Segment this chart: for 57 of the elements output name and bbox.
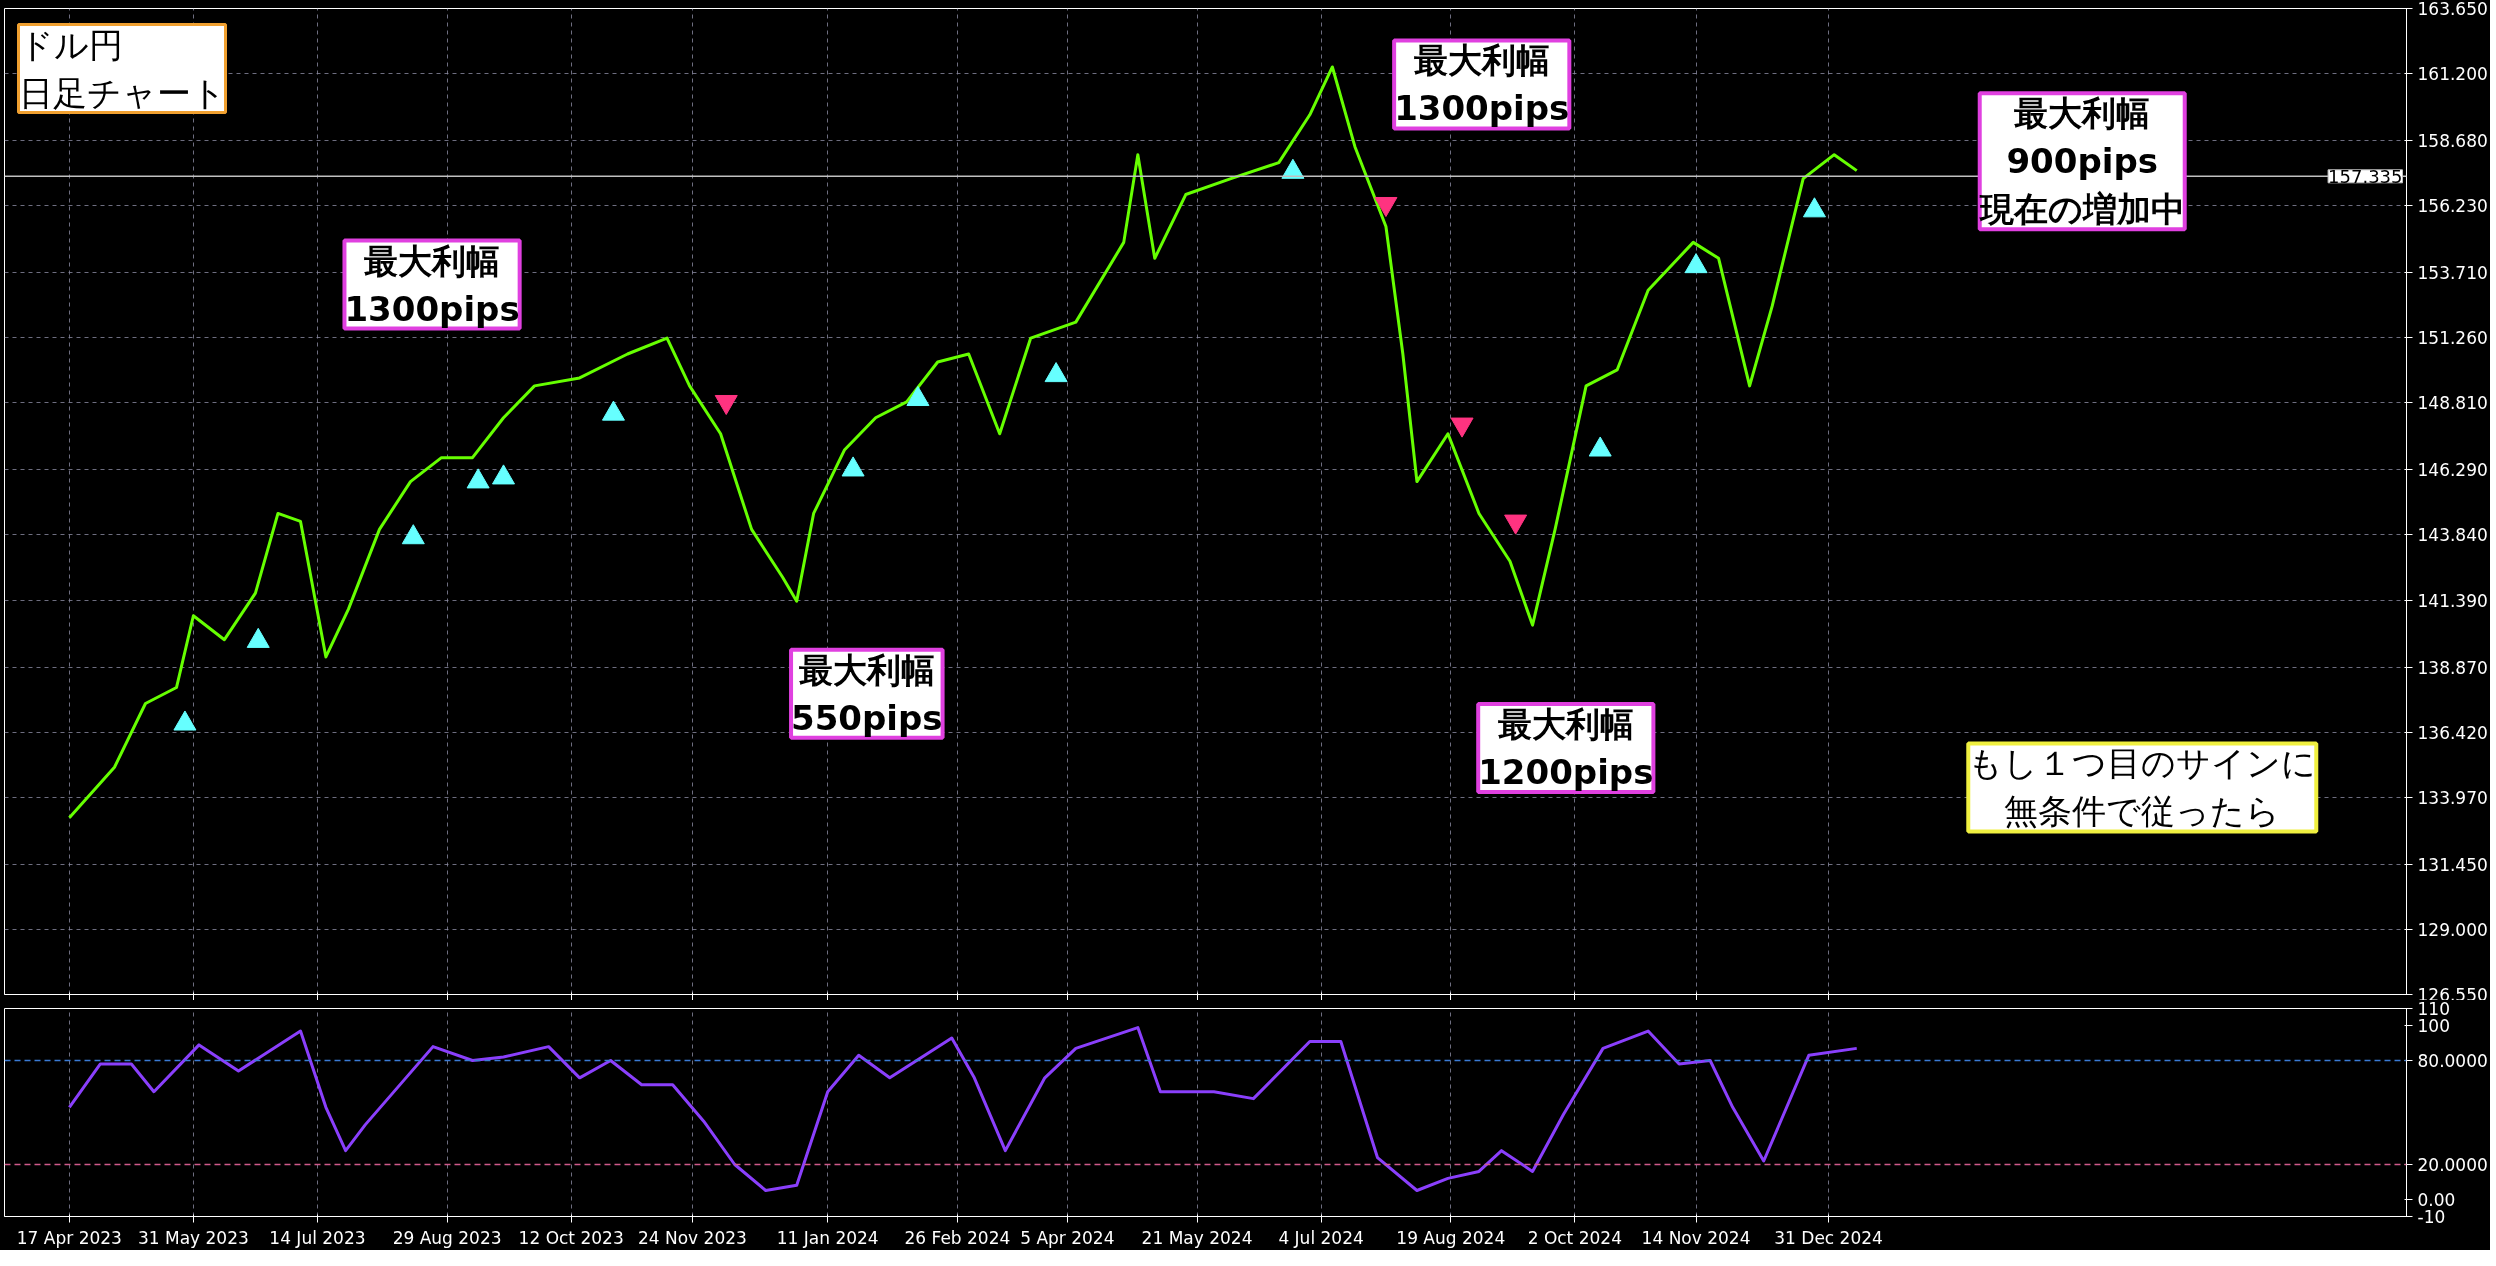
- annotation: 最大利幅 550pips: [791, 649, 943, 738]
- y-tick-label: 141.390: [2417, 590, 2488, 611]
- y-tick-label: 129.000: [2417, 919, 2488, 940]
- y-tick-label: 0.00: [2417, 1189, 2456, 1210]
- y-tick-label: 153.710: [2417, 263, 2488, 284]
- point: [246, 627, 270, 648]
- point: [466, 468, 490, 489]
- x-tick-label: 17 Apr 2023: [16, 1227, 122, 1248]
- x-tick-label: 2 Oct 2024: [1527, 1227, 1622, 1248]
- point: [1802, 197, 1826, 218]
- x-tick-label: 29 Aug 2023: [392, 1227, 502, 1248]
- point: [1044, 362, 1068, 383]
- y-tick-label: 80.0000: [2417, 1051, 2488, 1071]
- y-tick-label: 163.650: [2417, 0, 2488, 19]
- y-tick-label: 131.450: [2417, 854, 2488, 875]
- annotation: 最大利幅 1300pips: [344, 240, 520, 329]
- y-tick-label: 148.810: [2417, 393, 2488, 414]
- x-tick-label: 11 Jan 2024: [776, 1227, 879, 1248]
- x-tick-label: 5 Apr 2024: [1020, 1227, 1115, 1248]
- annotation: 最大利幅 1200pips: [1478, 704, 1654, 792]
- point: [1281, 158, 1305, 179]
- point: [1588, 436, 1612, 457]
- x-tick-label: 4 Jul 2024: [1278, 1227, 1364, 1248]
- y-tick-label: 20.0000: [2417, 1155, 2488, 1175]
- y-tick-label: 133.970: [2417, 787, 2488, 808]
- x-tick-label: 14 Jul 2023: [269, 1227, 366, 1248]
- y-tick-label: 156.230: [2417, 196, 2488, 217]
- text: 日足チャート: [18, 72, 226, 113]
- y-tick-label: 100: [2417, 1016, 2450, 1037]
- annotation: もし１つ目のサインに無条件で従ったら: [1968, 743, 2317, 832]
- x-tick-label: 31 Dec 2024: [1774, 1227, 1883, 1248]
- x-tick-label: 26 Feb 2024: [904, 1227, 1011, 1248]
- y-tick-label: 138.870: [2417, 657, 2488, 678]
- point: [906, 385, 930, 407]
- annotation: 最大利幅 1300pips: [1394, 40, 1570, 129]
- text: ドル円: [18, 24, 123, 65]
- point: [601, 400, 625, 421]
- x-tick-label: 21 May 2024: [1141, 1227, 1253, 1248]
- x-tick-label: 31 May 2023: [137, 1227, 249, 1248]
- y-tick-label: 161.200: [2417, 64, 2488, 85]
- point: [401, 524, 425, 545]
- point: [173, 710, 197, 731]
- point: [1684, 253, 1708, 274]
- y-tick-label: 146.290: [2417, 460, 2488, 481]
- x-tick-label: 12 Oct 2023: [518, 1227, 624, 1248]
- ref-line-label: 157.335: [2328, 165, 2403, 187]
- y-tick-label: 136.420: [2417, 722, 2488, 743]
- point: [492, 464, 516, 485]
- y-tick-label: -10: [2417, 1207, 2446, 1227]
- y-tick-label: 143.840: [2417, 525, 2488, 546]
- y-tick-label: 151.260: [2417, 328, 2488, 349]
- x-tick-label: 24 Nov 2023: [637, 1227, 747, 1248]
- x-tick-label: 19 Aug 2024: [1396, 1227, 1506, 1248]
- x-tick-label: 14 Nov 2024: [1641, 1227, 1751, 1248]
- point: [841, 456, 865, 477]
- y-tick-label: 158.680: [2417, 131, 2488, 152]
- line-series: [67, 1026, 1859, 1192]
